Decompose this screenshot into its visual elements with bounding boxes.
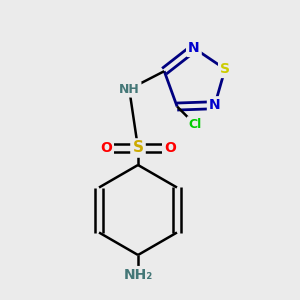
- Text: S: S: [220, 62, 230, 76]
- Text: S: S: [133, 140, 143, 155]
- Text: N: N: [188, 41, 200, 55]
- Text: N: N: [209, 98, 220, 112]
- Text: NH₂: NH₂: [123, 268, 153, 282]
- Text: O: O: [164, 141, 176, 155]
- Text: NH: NH: [119, 83, 140, 96]
- Text: Cl: Cl: [188, 118, 202, 131]
- Text: O: O: [100, 141, 112, 155]
